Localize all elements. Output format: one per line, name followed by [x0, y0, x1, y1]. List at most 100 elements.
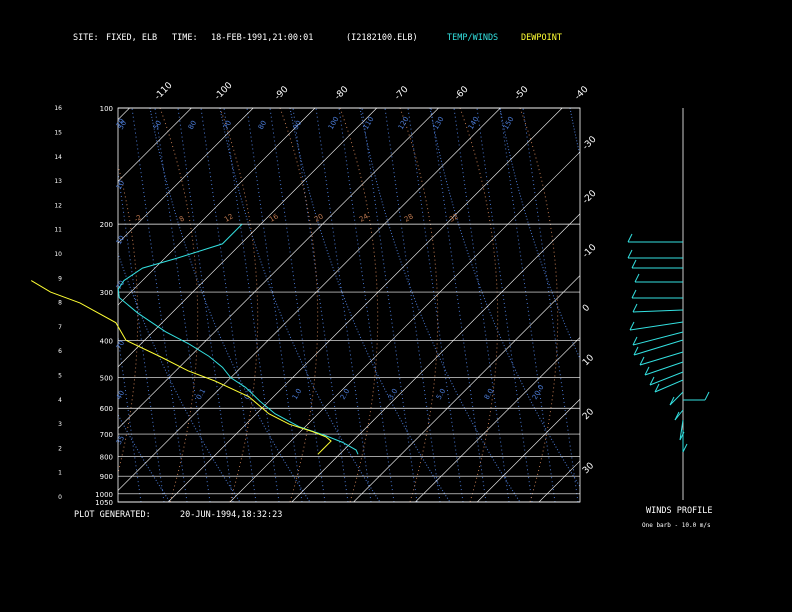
- mixing-ratio-line: [246, 108, 303, 502]
- wind-barb-flag: [632, 336, 638, 346]
- isotherm-line: [476, 398, 580, 502]
- moist-adiabat-line: [359, 108, 521, 502]
- height-tick-label: 13: [54, 178, 62, 185]
- isotherm-right-label: 0: [581, 303, 592, 314]
- wind-barb-flag: [644, 366, 650, 376]
- pressure-label: 900: [100, 473, 113, 481]
- isotherm-line: [118, 108, 378, 368]
- isotherm-line: [118, 108, 130, 121]
- moist-adiabat-line: [569, 108, 580, 158]
- height-tick-label: 14: [54, 154, 62, 161]
- moist-adiabat-line: [219, 108, 381, 502]
- isotherm-right-label: 30: [581, 461, 596, 476]
- moist-adiabat-line: [118, 251, 241, 502]
- height-tick-label: 11: [54, 227, 62, 234]
- mixing-ratio-lower-label: 0.1: [195, 387, 207, 401]
- height-tick-label: 10: [54, 251, 62, 258]
- wind-barb-flag: [639, 356, 645, 366]
- mixing-ratio-lower-label: 1.0: [291, 387, 303, 401]
- moist-adiabat-line: [289, 108, 451, 502]
- dry-adiabat-line: [339, 108, 379, 502]
- mixing-ratio-left-label: 70: [115, 117, 126, 129]
- height-tick-label: 1: [58, 470, 62, 477]
- isotherm-top-label: -40: [573, 84, 591, 102]
- legend-dewpoint: DEWPOINT: [521, 33, 562, 43]
- wind-barb-flag: [633, 346, 639, 356]
- isotherm-top-label: -110: [153, 80, 175, 102]
- mixing-ratio-lower-label: 2.0: [339, 387, 351, 401]
- mixing-ratio-line: [177, 108, 234, 502]
- wind-barb-flag: [669, 396, 675, 406]
- height-tick-label: 2: [58, 445, 62, 452]
- height-tick-label: 12: [54, 202, 62, 209]
- wind-barb-flag: [674, 411, 680, 421]
- mixing-ratio-line: [453, 108, 510, 502]
- wind-barb-shaft: [632, 331, 684, 346]
- legend-temp-winds: TEMP/WINDS: [447, 33, 499, 43]
- dry-adiabat-line: [279, 108, 319, 502]
- mixing-ratio-upper-label: 50: [152, 119, 163, 131]
- isotherm-line: [167, 108, 563, 502]
- mixing-ratio-line: [40, 108, 95, 502]
- mixing-ratio-line: [338, 108, 395, 502]
- isotherm-right-label: -30: [581, 134, 599, 152]
- wind-barb-flag: [627, 249, 633, 259]
- site-value: FIXED, ELB: [106, 33, 158, 43]
- barb-note: One barb - 10.0 m/s: [642, 522, 711, 529]
- height-tick-label: 0: [58, 494, 62, 501]
- pressure-label: 400: [100, 337, 113, 345]
- height-tick-label: 9: [58, 275, 62, 282]
- wind-barb-shaft: [649, 371, 684, 386]
- plot-generated-value: 20-JUN-1994,18:32:23: [180, 510, 283, 520]
- mixing-ratio-line: [292, 108, 349, 502]
- mixing-ratio-left-label: 40: [115, 389, 126, 401]
- isotherm-line: [118, 108, 192, 182]
- height-tick-label: 3: [58, 421, 62, 428]
- mixing-ratio-lower-label: 20.0: [531, 383, 546, 401]
- file-name: (I2182100.ELB): [346, 33, 418, 43]
- pressure-label: 500: [100, 375, 113, 383]
- wind-barb-flag: [654, 383, 660, 393]
- mixing-ratio-line: [200, 108, 257, 502]
- height-tick-label: 7: [58, 324, 62, 331]
- mixing-ratio-line: [430, 108, 487, 502]
- moist-adiabat-line: [0, 108, 100, 502]
- wind-barb-shaft: [644, 361, 684, 376]
- moist-adiabat-line: [429, 108, 580, 488]
- time-label: TIME:: [172, 33, 198, 43]
- dry-adiabat-label: 24: [358, 212, 370, 224]
- dry-adiabat-line: [700, 108, 738, 502]
- isotherm-top-label: -100: [213, 80, 235, 102]
- moist-adiabat-line: [118, 413, 171, 502]
- wind-barb-shaft: [629, 321, 684, 331]
- winds-profile-title: WINDS PROFILE: [646, 506, 713, 516]
- pressure-label: 100: [100, 105, 113, 113]
- isotherm-line: [0, 108, 6, 502]
- mixing-ratio-upper-label: 50: [117, 119, 128, 131]
- mixing-ratio-upper-label: 140: [467, 115, 481, 131]
- wind-barb-shaft: [632, 309, 684, 313]
- height-tick-label: 8: [58, 300, 62, 307]
- moist-adiabat-line: [499, 108, 580, 360]
- pressure-label: 700: [100, 431, 113, 439]
- plot-area: [0, 108, 738, 502]
- wind-barb-flag: [649, 376, 655, 386]
- pressure-label: 1050: [95, 499, 113, 507]
- isotherm-right-label: 10: [581, 353, 596, 368]
- wind-barb-flag: [682, 443, 688, 453]
- wind-barb-flag: [631, 289, 637, 299]
- mixing-ratio-lower-label: 3.0: [387, 387, 399, 401]
- pressure-label: 200: [100, 221, 113, 229]
- dry-adiabat-line: [399, 108, 439, 502]
- isotherm-line: [118, 108, 316, 306]
- plot-frame: [117, 107, 581, 503]
- isotherm-right-label: 20: [581, 407, 596, 422]
- mixing-ratio-line: [361, 108, 418, 502]
- isotherm-top-label: -70: [393, 84, 411, 102]
- dry-adiabat-label: 20: [313, 212, 325, 223]
- mixing-ratio-line: [118, 498, 119, 502]
- isotherm-right-label: -20: [581, 188, 599, 206]
- mixing-ratio-left-label: 10: [115, 179, 126, 191]
- mixing-ratio-upper-label: 80: [257, 119, 268, 131]
- isotherm-top-label: -60: [453, 84, 471, 102]
